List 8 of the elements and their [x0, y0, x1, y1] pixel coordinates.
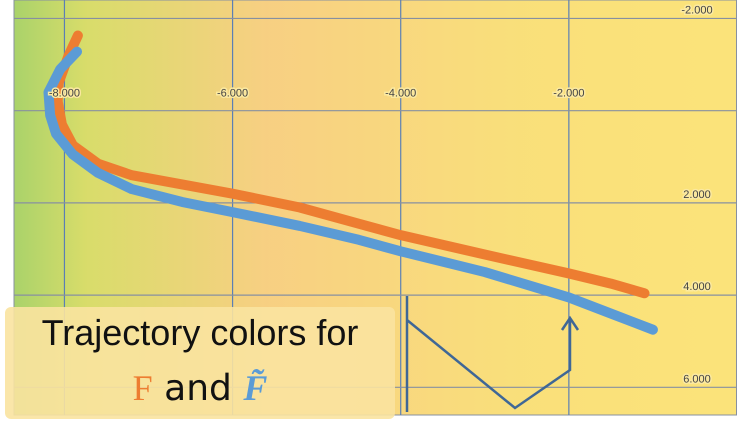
y-tick-label: 2.000 — [683, 188, 711, 201]
annotation: and — [152, 368, 244, 409]
text: F — [132, 368, 153, 408]
y-tick-label: 4.000 — [683, 281, 711, 294]
legend-title: Trajectory colors for — [42, 312, 358, 353]
y-tick-label: -2.000 — [681, 4, 713, 16]
text: F̃ — [242, 368, 268, 408]
y-tick-label: 6.000 — [683, 373, 711, 386]
